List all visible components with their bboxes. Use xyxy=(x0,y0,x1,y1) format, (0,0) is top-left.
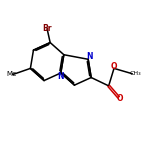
Text: O: O xyxy=(111,62,117,71)
Text: N: N xyxy=(87,52,93,61)
Text: CH₃: CH₃ xyxy=(129,71,141,76)
Text: N: N xyxy=(57,72,63,81)
Text: O: O xyxy=(117,93,123,103)
Text: Br: Br xyxy=(42,24,52,33)
Text: Me: Me xyxy=(6,71,17,78)
